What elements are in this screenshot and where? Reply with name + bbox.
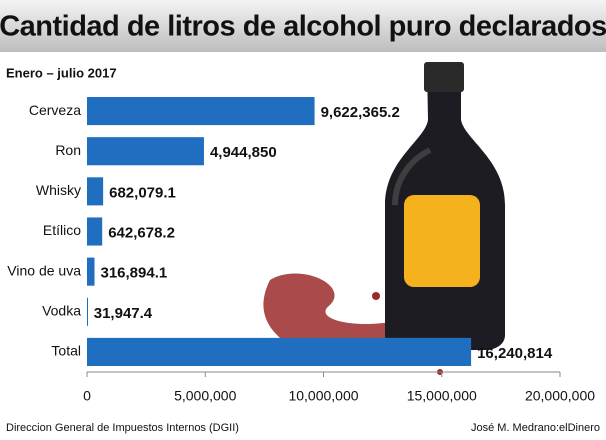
x-tick-label: 0 bbox=[83, 388, 91, 404]
title-band bbox=[0, 0, 606, 52]
x-tick-label: 5,000,000 bbox=[174, 388, 236, 404]
y-tick-label: Total bbox=[51, 343, 81, 359]
y-tick-label: Etílico bbox=[43, 222, 81, 238]
value-label: 682,079.1 bbox=[109, 184, 176, 201]
bar bbox=[87, 177, 104, 206]
bar bbox=[87, 297, 88, 326]
bar bbox=[87, 217, 103, 246]
bar bbox=[87, 97, 315, 126]
subtitle: Enero – julio 2017 bbox=[6, 65, 117, 80]
x-tick-label: 15,000,000 bbox=[407, 388, 477, 404]
credit: José M. Medrano:elDinero bbox=[471, 422, 600, 434]
chart-title: Cantidad de litros de alcohol puro decla… bbox=[0, 11, 606, 43]
bar bbox=[87, 337, 472, 366]
y-tick-label: Vodka bbox=[42, 302, 81, 318]
value-label: 9,622,365.2 bbox=[321, 104, 400, 121]
bar bbox=[87, 137, 204, 166]
value-label: 316,894.1 bbox=[100, 265, 167, 282]
y-tick-label: Ron bbox=[55, 142, 81, 158]
y-tick-label: Vino de uva bbox=[7, 262, 81, 278]
bar bbox=[87, 257, 95, 286]
value-label: 642,678.2 bbox=[108, 224, 175, 241]
y-tick-label: Whisky bbox=[36, 182, 81, 198]
source: Direccion General de Impuestos Internos … bbox=[6, 422, 239, 434]
illustration bbox=[263, 62, 505, 375]
value-label: 16,240,814 bbox=[477, 345, 553, 362]
value-label: 31,947.4 bbox=[94, 305, 153, 322]
y-tick-label: Cerveza bbox=[29, 102, 81, 118]
value-label: 4,944,850 bbox=[210, 144, 277, 161]
x-tick-label: 20,000,000 bbox=[525, 388, 595, 404]
x-tick-label: 10,000,000 bbox=[288, 388, 358, 404]
